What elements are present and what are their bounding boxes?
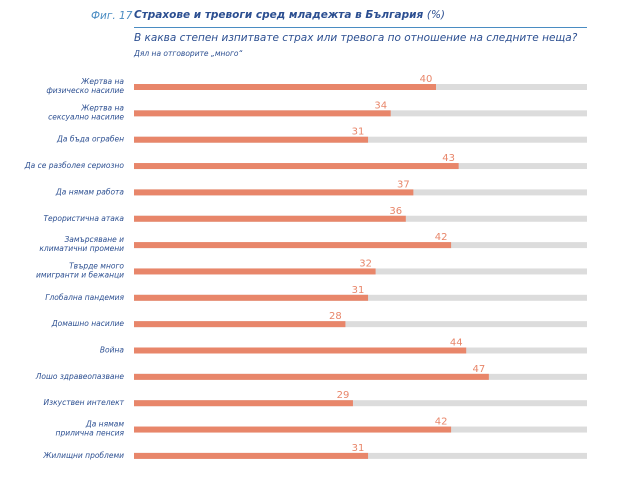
category-label: Лошо здравеопазване [35,372,125,381]
category-label: Замърсяване и [64,235,124,244]
category-label: Твърде много [69,261,124,270]
bar-value-label: 44 [450,338,463,349]
bar [134,189,414,196]
chart-note: Дял на отговорите „много“ [134,49,243,58]
category-label: Жертва на [80,103,124,112]
category-label: Да бъда ограбен [56,135,124,144]
chart-title: Страхове и тревоги сред младежта в Бълга… [134,9,445,21]
bar-value-label: 31 [352,127,365,138]
bar [134,373,489,380]
bar [134,400,353,407]
chart-subtitle: В каква степен изпитвате страх или трево… [134,32,578,44]
chart-title-unit: (%) [426,9,446,21]
bar [134,110,391,117]
bar [134,136,369,143]
category-label: прилична пенсия [56,429,125,438]
category-label: Глобална пандемия [45,293,124,302]
bar [134,347,467,354]
bar-value-label: 31 [352,443,365,454]
bar [134,215,406,222]
title-divider [134,27,587,28]
bar [134,426,452,433]
bar-value-label: 29 [337,390,350,401]
category-label: Да нямам [85,420,125,429]
figure-label: Фиг. 17 [91,10,133,22]
chart-title-text: Страхове и тревоги сред младежта в Бълга… [134,9,424,21]
category-label: Жилищни проблеми [42,451,124,460]
category-label: Жертва на [80,77,124,86]
category-label: Домашно насилие [51,319,125,328]
category-label: Изкуствен интелект [44,398,125,407]
bar-value-label: 31 [352,285,365,296]
bar [134,268,376,275]
category-label: имигранти и бежанци [36,270,124,279]
bar [134,294,369,301]
bar [134,321,346,328]
bar-value-label: 34 [374,100,387,111]
bar-value-label: 42 [435,417,448,428]
bar-value-label: 36 [389,206,402,217]
bar [134,163,459,170]
bar-value-label: 40 [420,74,433,85]
bar-value-label: 37 [397,179,410,190]
category-label: сексуално насилие [48,112,124,121]
category-label: Война [100,346,125,355]
bar-value-label: 43 [442,153,455,164]
category-label: Терористична атака [43,214,124,223]
bar-value-label: 32 [359,258,372,269]
bar-track [134,400,587,407]
bar-value-label: 42 [435,232,448,243]
bar [134,452,369,459]
category-label: климатични промени [39,244,124,253]
category-label: Да се разболея сериозно [24,161,125,170]
category-label: физическо насилие [46,86,124,95]
bar [134,84,436,90]
category-label: Да нямам работа [55,187,124,196]
bar [134,242,452,249]
bar-value-label: 47 [472,364,485,375]
bar-track [134,321,587,328]
bar-value-label: 28 [329,311,342,322]
